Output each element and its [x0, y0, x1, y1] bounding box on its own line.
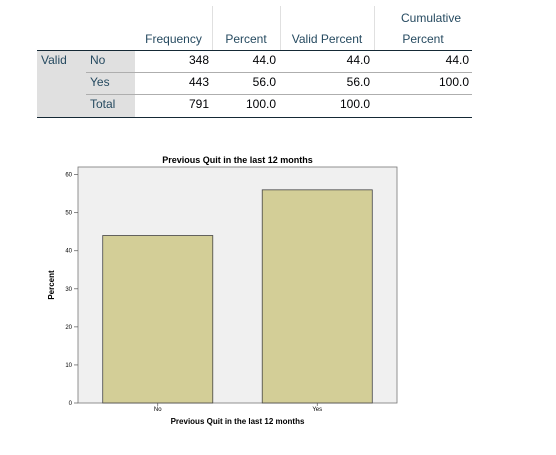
header-percent: Percent — [225, 32, 267, 46]
row-label-total: Total — [90, 97, 116, 111]
cell-frequency-total: 791 — [188, 97, 209, 111]
header-divider — [212, 6, 213, 50]
header-divider — [374, 6, 375, 50]
row-label-yes: Yes — [90, 75, 110, 89]
bar-chart: Previous Quit in the last 12 months 0 10 20… — [40, 150, 410, 435]
frequency-table: Cumulative Frequency Percent Valid Perce… — [37, 6, 472, 118]
chart-title: Previous Quit in the last 12 months — [162, 155, 313, 165]
cell-valid-percent-no: 44.0 — [346, 53, 370, 67]
bar-yes — [261, 189, 373, 404]
y-tick-label: 0 — [69, 401, 73, 407]
cell-valid-percent-yes: 56.0 — [346, 75, 370, 89]
cell-cumulative-yes: 100.0 — [438, 75, 469, 89]
row-label-no: No — [90, 53, 106, 67]
table-rule — [37, 50, 472, 51]
table-rule — [86, 94, 472, 95]
y-tick-label: 30 — [65, 287, 72, 293]
x-axis-title: Previous Quit in the last 12 months — [171, 417, 305, 426]
x-tick-label: No — [154, 407, 162, 413]
cell-percent-yes: 56.0 — [252, 75, 276, 89]
header-cumulative-line2: Percent — [402, 32, 444, 46]
table-rule — [37, 117, 472, 118]
y-axis-title: Percent — [47, 270, 56, 300]
cell-cumulative-no: 44.0 — [445, 53, 469, 67]
y-tick-label: 40 — [65, 249, 72, 255]
chart-canvas: Previous Quit in the last 12 months 0 10 20… — [47, 155, 398, 426]
header-cumulative-line1: Cumulative — [400, 11, 462, 25]
cell-percent-total: 100.0 — [245, 97, 276, 111]
cell-frequency-no: 348 — [188, 53, 209, 67]
x-tick-label: Yes — [312, 407, 322, 413]
header-divider — [280, 6, 281, 50]
table-rule — [86, 72, 472, 73]
bar-no — [102, 235, 214, 404]
cell-percent-no: 44.0 — [252, 53, 276, 67]
cell-valid-percent-total: 100.0 — [339, 97, 370, 111]
header-valid-percent: Valid Percent — [291, 32, 363, 46]
y-tick-label: 20 — [65, 325, 72, 331]
header-frequency: Frequency — [145, 32, 202, 46]
cell-frequency-yes: 443 — [188, 75, 209, 89]
y-tick-label: 60 — [65, 173, 72, 179]
y-tick-label: 50 — [65, 211, 72, 217]
group-label-valid: Valid — [41, 53, 67, 67]
row-label-background — [37, 50, 135, 117]
y-tick-label: 10 — [65, 363, 72, 369]
